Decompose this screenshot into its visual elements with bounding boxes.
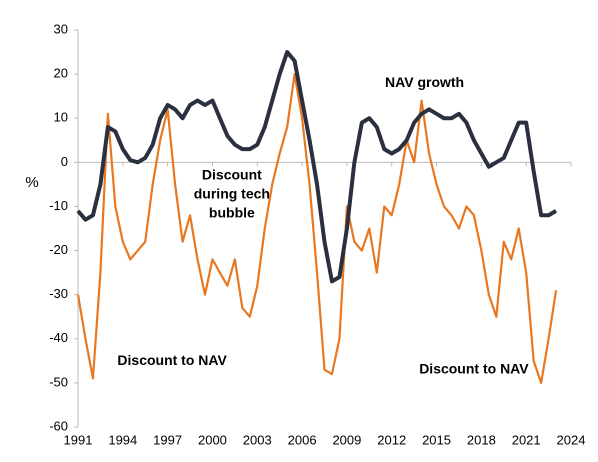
x-tick-label: 2015 bbox=[422, 432, 451, 447]
x-tick-label: 1994 bbox=[108, 432, 137, 447]
x-tick-label: 2012 bbox=[377, 432, 406, 447]
annotation: Discount during tech bubble bbox=[194, 166, 270, 220]
y-tick-label: 20 bbox=[54, 66, 68, 81]
x-tick-label: 2024 bbox=[557, 432, 586, 447]
data-line bbox=[76, 73, 558, 384]
annotation-line: during tech bbox=[194, 185, 270, 201]
y-tick-label: 30 bbox=[54, 21, 68, 36]
x-tick-label: 2009 bbox=[332, 432, 361, 447]
x-tick-label: 1997 bbox=[153, 432, 182, 447]
y-tick-label: 0 bbox=[61, 154, 68, 169]
x-tick-label: 2018 bbox=[467, 432, 496, 447]
y-tick-label: -50 bbox=[49, 374, 68, 389]
x-tick-label: 2021 bbox=[512, 432, 541, 447]
x-tick-label: 2006 bbox=[288, 432, 317, 447]
annotation: NAV growth bbox=[385, 74, 464, 90]
annotation-line: Discount bbox=[202, 166, 262, 182]
annotation-line: NAV growth bbox=[385, 74, 464, 90]
y-axis-label: % bbox=[25, 174, 38, 191]
x-tick-label: 2003 bbox=[243, 432, 272, 447]
annotation: Discount to NAV bbox=[117, 352, 227, 368]
x-tick-label: 1991 bbox=[64, 432, 93, 447]
y-tick-label: -10 bbox=[49, 198, 68, 213]
annotation: Discount to NAV bbox=[419, 360, 529, 376]
annotation-line: Discount to NAV bbox=[117, 352, 227, 368]
y-tick-label: -20 bbox=[49, 242, 68, 257]
x-tick-label: 2000 bbox=[198, 432, 227, 447]
annotation-line: bubble bbox=[209, 204, 255, 220]
y-tick-label: -30 bbox=[49, 286, 68, 301]
data-line bbox=[76, 50, 558, 284]
y-tick-label: 10 bbox=[54, 110, 68, 125]
y-tick-label: -40 bbox=[49, 330, 68, 345]
annotation-line: Discount to NAV bbox=[419, 360, 529, 376]
y-tick-label: -60 bbox=[49, 418, 68, 433]
